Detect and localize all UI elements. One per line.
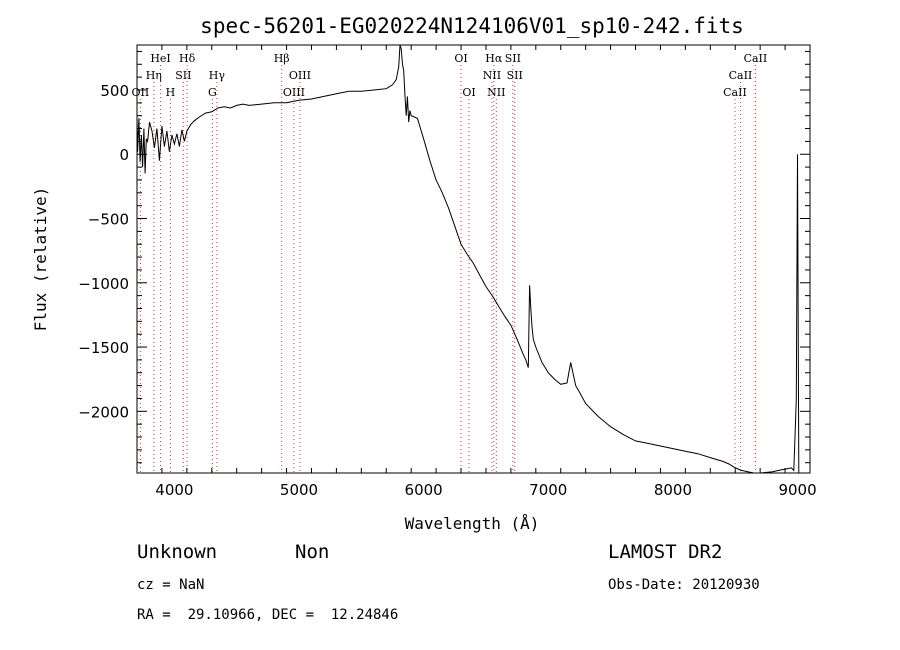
y-axis-ticks: 500 0 −500 −1000 −1500 −2000 (78, 50, 810, 464)
y-tick-label: −2000 (78, 403, 129, 421)
line-label: HeI (150, 52, 170, 65)
x-tick-label: 7000 (529, 481, 567, 499)
line-label: Hα (485, 52, 503, 65)
x-tick-label: 9000 (778, 481, 816, 499)
y-tick-label: −1500 (78, 339, 129, 357)
y-tick-label: 0 (119, 146, 129, 164)
x-tick-label: 8000 (654, 481, 692, 499)
x-tick-label: 6000 (405, 481, 443, 499)
spectrum-line (136, 44, 800, 474)
y-tick-label: −500 (88, 211, 129, 229)
line-label: SII (507, 69, 523, 82)
x-axis-ticks: 4000 5000 6000 7000 8000 9000 (136, 45, 817, 499)
plot-frame (136, 44, 811, 474)
y-tick-label: −1000 (78, 275, 129, 293)
line-label: SII (505, 52, 521, 65)
line-label: OI (462, 86, 475, 99)
survey-text: LAMOST DR2 (608, 541, 722, 563)
cz-text: cz = NaN (137, 577, 204, 593)
subclass-text: Non (295, 541, 329, 563)
y-axis-label: Flux (relative) (31, 187, 50, 332)
line-label: Hη (146, 69, 162, 82)
line-label: G (208, 86, 217, 99)
line-label: Hγ (209, 69, 226, 82)
line-label: OIII (283, 86, 305, 99)
obs-date-text: Obs-Date: 20120930 (608, 577, 760, 593)
x-tick-label: 5000 (280, 481, 318, 499)
line-label: H (166, 86, 176, 99)
line-label: SII (175, 69, 191, 82)
x-axis-label: Wavelength (Å) (405, 514, 540, 533)
radec-text: RA = 29.10966, DEC = 12.24846 (137, 607, 398, 623)
line-label: OIII (289, 69, 311, 82)
line-label: Hδ (179, 52, 196, 65)
line-label: CaII (744, 52, 768, 65)
line-label: OII (132, 86, 150, 99)
line-label: CaII (729, 69, 753, 82)
line-label: NII (487, 86, 505, 99)
line-label: CaII (723, 86, 747, 99)
y-tick-label: 500 (100, 82, 129, 100)
line-label: Hβ (274, 52, 290, 65)
line-label: OI (454, 52, 467, 65)
class-text: Unknown (137, 541, 217, 563)
chart-title: spec-56201-EG020224N124106V01_sp10-242.f… (200, 14, 744, 38)
line-markers (139, 65, 756, 473)
line-label: NII (483, 69, 501, 82)
x-tick-label: 4000 (155, 481, 193, 499)
line-labels: OIIHηHeIHSIIHδGHγHβOIIIOIIIOIOINIIHαNIIS… (132, 52, 768, 99)
